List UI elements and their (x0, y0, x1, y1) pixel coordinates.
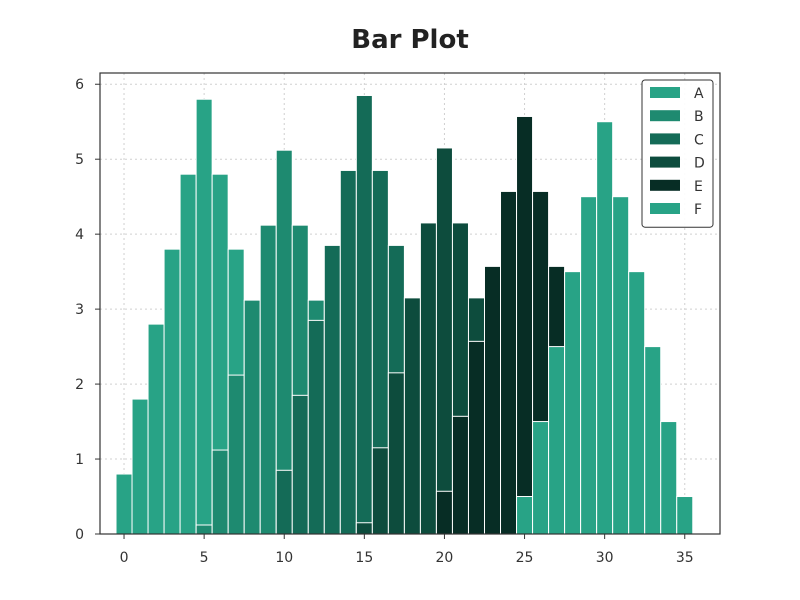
bar-e-22 (467, 340, 485, 535)
x-tick-label: 20 (436, 550, 454, 566)
y-tick-label: 3 (75, 302, 84, 318)
legend-swatch-f (650, 203, 680, 214)
y-tick-label: 6 (75, 77, 84, 93)
y-tick-label: 5 (75, 152, 84, 168)
y-tick-label: 2 (75, 377, 84, 393)
y-tick-label: 4 (75, 227, 84, 243)
bar-d-16 (371, 447, 389, 535)
legend-swatch-d (650, 156, 680, 168)
axis-ticks: 0 5 10 15 20 25 30 35 0 1 2 3 4 5 6 (75, 77, 694, 566)
bar-a-5 (195, 98, 213, 535)
bar-d-15 (355, 522, 373, 535)
legend-label-d: D (694, 156, 705, 172)
bar-b-5 (195, 524, 213, 535)
x-tick-label: 10 (275, 550, 293, 566)
bar-f-30 (596, 121, 614, 535)
bars (115, 94, 694, 535)
legend-label-f: F (694, 202, 702, 218)
bar-c-12 (307, 319, 325, 535)
bar-a-4 (179, 173, 197, 535)
bar-f-35 (676, 496, 694, 535)
bar-f-29 (580, 196, 598, 535)
bar-b-8 (243, 299, 261, 535)
series-f (516, 121, 694, 535)
y-tick-label: 0 (75, 527, 84, 543)
bar-a-2 (147, 323, 165, 535)
x-tick-label: 35 (676, 550, 694, 566)
bar-b-9 (259, 224, 277, 535)
bar-a-1 (131, 398, 149, 535)
bar-f-31 (612, 196, 630, 535)
bar-d-18 (403, 297, 421, 535)
legend-swatch-a (650, 87, 680, 98)
bar-e-20 (435, 490, 453, 535)
x-tick-label: 5 (200, 550, 209, 566)
x-tick-label: 0 (120, 550, 129, 566)
bar-f-28 (564, 271, 582, 535)
bar-f-25 (516, 496, 534, 535)
bar-d-20 (435, 147, 453, 535)
bar-e-21 (451, 415, 469, 535)
bar-c-11 (291, 394, 309, 535)
legend-label-b: B (694, 109, 704, 125)
bar-f-26 (532, 421, 550, 535)
bar-d-19 (419, 222, 437, 535)
series-a (115, 98, 245, 535)
bar-b-7 (227, 374, 245, 535)
bar-a-0 (115, 473, 133, 535)
bar-c-10 (275, 469, 293, 535)
bar-f-34 (660, 421, 678, 535)
bar-b-6 (211, 449, 229, 535)
bar-d-17 (387, 372, 405, 535)
x-tick-label: 30 (596, 550, 614, 566)
legend-swatch-e (650, 179, 680, 191)
legend-swatch-b (650, 110, 680, 122)
plot-frame (99, 72, 721, 535)
bar-f-27 (548, 346, 566, 535)
bar-c-14 (339, 169, 357, 535)
x-tick-label: 25 (516, 550, 534, 566)
bar-e-23 (483, 265, 502, 535)
bar-e-24 (500, 190, 518, 535)
bar-a-3 (163, 248, 181, 535)
legend-swatch-c (650, 133, 680, 145)
legend-label-e: E (694, 179, 703, 195)
legend-label-a: A (694, 86, 704, 102)
bar-c-13 (323, 244, 341, 535)
bar-f-32 (628, 271, 646, 535)
x-tick-label: 15 (355, 550, 373, 566)
bar-c-15 (355, 94, 373, 535)
y-tick-label: 1 (75, 452, 84, 468)
chart-title: Bar Plot (351, 25, 469, 55)
legend-label-c: C (694, 132, 704, 148)
bar-f-33 (644, 346, 662, 535)
bar-e-25 (516, 115, 534, 535)
